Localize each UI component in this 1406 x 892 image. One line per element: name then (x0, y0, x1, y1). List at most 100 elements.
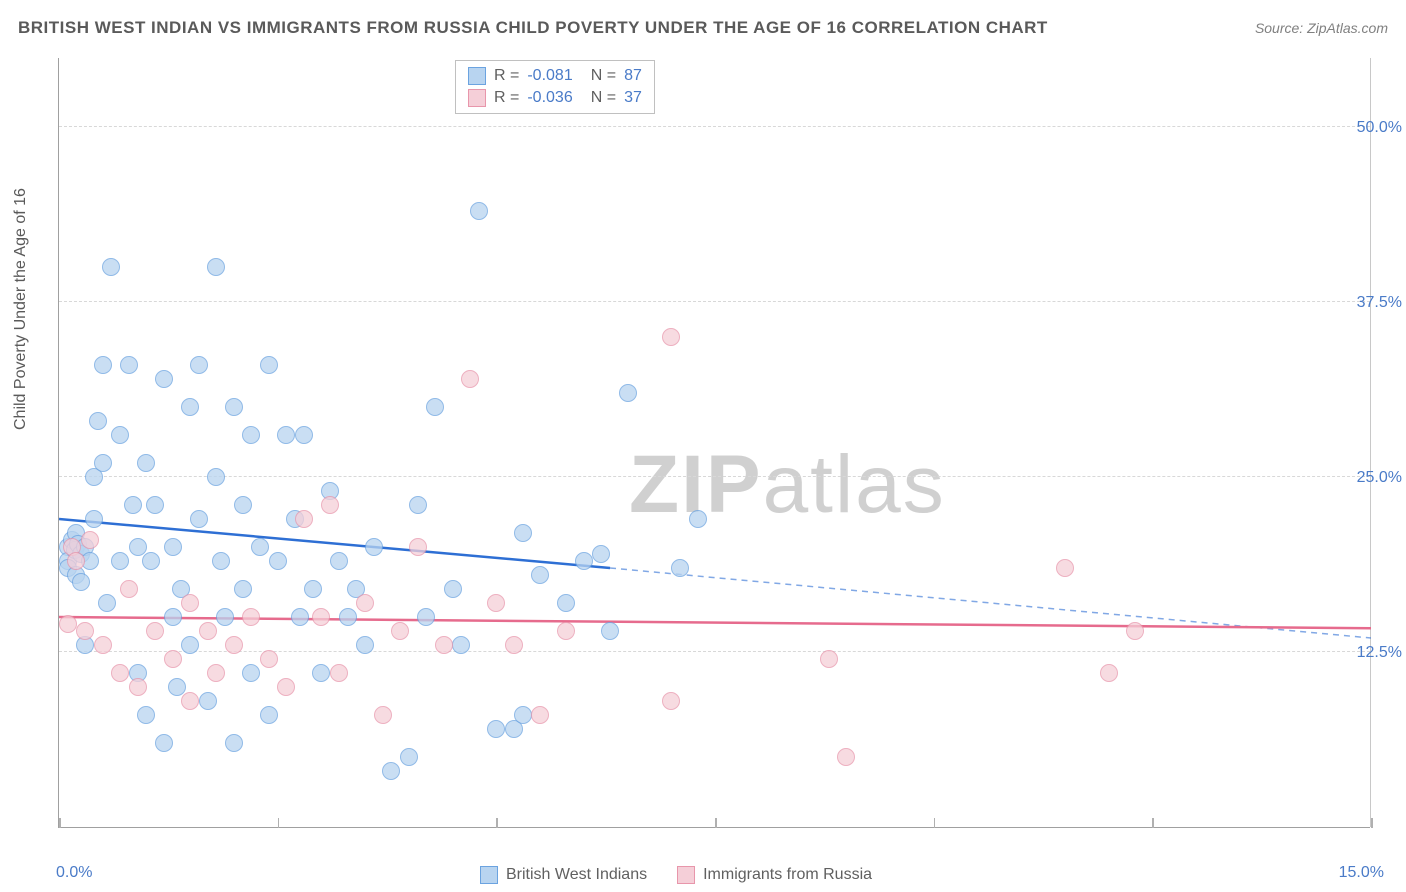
scatter-point (102, 258, 120, 276)
x-tick (496, 818, 498, 828)
scatter-point (155, 734, 173, 752)
scatter-point (181, 692, 199, 710)
x-axis-max-label: 15.0% (1339, 864, 1384, 882)
scatter-point (662, 692, 680, 710)
scatter-point (1056, 559, 1074, 577)
gridline (59, 301, 1370, 302)
scatter-point (207, 468, 225, 486)
scatter-point (592, 545, 610, 563)
scatter-point (94, 454, 112, 472)
scatter-point (242, 608, 260, 626)
scatter-point (234, 580, 252, 598)
y-tick-label: 37.5% (1357, 294, 1402, 312)
scatter-point (671, 559, 689, 577)
scatter-point (330, 552, 348, 570)
scatter-point (1126, 622, 1144, 640)
scatter-point (164, 538, 182, 556)
y-axis-label: Child Poverty Under the Age of 16 (12, 188, 30, 430)
scatter-point (242, 426, 260, 444)
scatter-point (312, 608, 330, 626)
chart-plot-area: ZIPatlas (58, 58, 1370, 828)
scatter-point (181, 594, 199, 612)
scatter-point (321, 496, 339, 514)
legend-row: R = -0.081 N = 87 (468, 65, 642, 87)
scatter-point (601, 622, 619, 640)
legend-row: R = -0.036 N = 37 (468, 87, 642, 109)
scatter-point (94, 636, 112, 654)
legend-swatch (468, 67, 486, 85)
scatter-point (356, 594, 374, 612)
scatter-point (137, 706, 155, 724)
legend-n-value: 37 (624, 89, 642, 107)
scatter-point (260, 650, 278, 668)
chart-title: BRITISH WEST INDIAN VS IMMIGRANTS FROM R… (18, 18, 1048, 38)
scatter-point (199, 622, 217, 640)
scatter-point (435, 636, 453, 654)
scatter-point (1100, 664, 1118, 682)
scatter-point (409, 496, 427, 514)
watermark: ZIPatlas (629, 438, 946, 532)
scatter-point (575, 552, 593, 570)
scatter-point (470, 202, 488, 220)
scatter-point (374, 706, 392, 724)
correlation-legend: R = -0.081 N = 87 R = -0.036 N = 37 (455, 60, 655, 114)
scatter-point (689, 510, 707, 528)
scatter-point (291, 608, 309, 626)
x-tick (715, 818, 717, 828)
scatter-point (417, 608, 435, 626)
scatter-point (487, 594, 505, 612)
scatter-point (111, 664, 129, 682)
scatter-point (452, 636, 470, 654)
x-axis-min-label: 0.0% (56, 864, 92, 882)
scatter-point (164, 608, 182, 626)
scatter-point (59, 615, 77, 633)
x-tick (1152, 818, 1154, 828)
x-tick (1371, 818, 1373, 828)
scatter-point (557, 622, 575, 640)
series-legend-item: Immigrants from Russia (677, 866, 872, 884)
scatter-point (207, 258, 225, 276)
scatter-point (225, 398, 243, 416)
scatter-point (234, 496, 252, 514)
scatter-point (225, 734, 243, 752)
gridline (59, 476, 1370, 477)
scatter-point (312, 664, 330, 682)
legend-n-label: N = (591, 67, 616, 85)
scatter-point (277, 678, 295, 696)
legend-r-label: R = (494, 89, 519, 107)
scatter-point (164, 650, 182, 668)
scatter-point (199, 692, 217, 710)
legend-n-label: N = (591, 89, 616, 107)
scatter-point (330, 664, 348, 682)
scatter-point (181, 398, 199, 416)
scatter-point (94, 356, 112, 374)
scatter-point (426, 398, 444, 416)
scatter-point (619, 384, 637, 402)
scatter-point (260, 706, 278, 724)
gridline (59, 126, 1370, 127)
x-tick (934, 818, 936, 828)
scatter-point (662, 328, 680, 346)
scatter-point (89, 412, 107, 430)
legend-n-value: 87 (624, 67, 642, 85)
scatter-point (124, 496, 142, 514)
scatter-point (142, 552, 160, 570)
scatter-point (382, 762, 400, 780)
legend-r-label: R = (494, 67, 519, 85)
scatter-point (339, 608, 357, 626)
scatter-point (277, 426, 295, 444)
scatter-point (146, 622, 164, 640)
scatter-point (444, 580, 462, 598)
scatter-point (531, 566, 549, 584)
scatter-point (295, 510, 313, 528)
scatter-point (505, 636, 523, 654)
scatter-point (120, 580, 138, 598)
x-tick (59, 818, 61, 828)
series-name: Immigrants from Russia (703, 866, 872, 884)
scatter-point (181, 636, 199, 654)
scatter-point (356, 636, 374, 654)
scatter-point (391, 622, 409, 640)
scatter-point (120, 356, 138, 374)
scatter-point (557, 594, 575, 612)
scatter-point (461, 370, 479, 388)
